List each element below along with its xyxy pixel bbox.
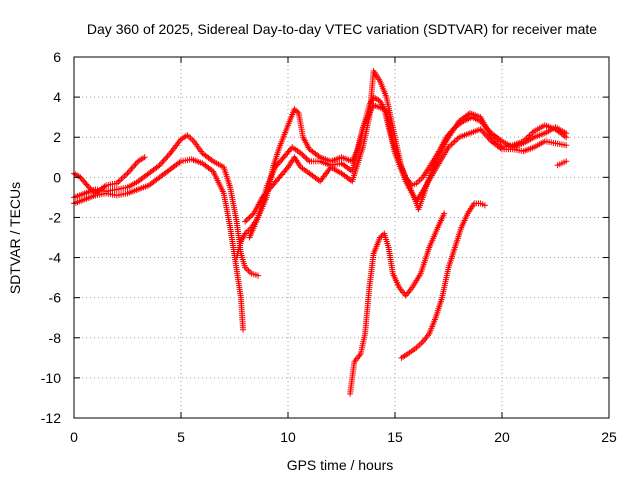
y-tick-label: 2 xyxy=(53,129,61,145)
y-tick-label: -6 xyxy=(49,290,62,306)
axis-ticks: 0 5 10 15 20 25 -12 -10 -8 -6 -4 -2 0 2 4 6 xyxy=(41,49,617,445)
data-point xyxy=(300,152,307,159)
data-point xyxy=(125,168,132,175)
data-point xyxy=(563,134,570,141)
data-point xyxy=(377,234,384,241)
data-point xyxy=(131,162,138,169)
y-tick-label: -12 xyxy=(41,410,61,426)
data-point xyxy=(161,156,168,163)
data-point xyxy=(127,167,134,174)
data-point xyxy=(240,326,247,333)
data-point xyxy=(303,155,310,162)
data-point xyxy=(122,171,129,178)
y-tick-label: 4 xyxy=(53,89,61,105)
data-point xyxy=(247,213,254,220)
y-tick-label: -4 xyxy=(49,250,62,266)
data-point xyxy=(481,202,488,209)
x-axis-label: GPS time / hours xyxy=(287,457,394,473)
data-point xyxy=(157,160,164,167)
data-point xyxy=(118,176,125,183)
data-point xyxy=(304,156,311,163)
data-point xyxy=(255,272,262,279)
x-tick-label: 5 xyxy=(177,429,185,445)
data-point xyxy=(291,106,298,113)
data-point xyxy=(243,217,250,224)
data-point xyxy=(116,177,123,184)
data-point xyxy=(563,142,570,149)
y-axis-label: SDTVAR / TECUs xyxy=(7,182,23,294)
data-point xyxy=(129,164,136,171)
y-tick-label: -10 xyxy=(41,370,61,386)
data-point xyxy=(378,233,385,240)
data-point xyxy=(163,154,170,161)
data-point xyxy=(450,139,457,146)
data-point xyxy=(132,161,139,168)
data-point xyxy=(246,214,253,221)
x-tick-label: 20 xyxy=(494,429,510,445)
data-point xyxy=(451,138,458,145)
data-point xyxy=(159,159,166,166)
data-point xyxy=(245,215,252,222)
y-tick-label: -2 xyxy=(49,209,62,225)
y-tick-label: 0 xyxy=(53,169,61,185)
grid-lines xyxy=(74,57,609,418)
data-point xyxy=(563,158,570,165)
data-point xyxy=(128,165,135,172)
data-point xyxy=(441,210,448,217)
x-tick-label: 15 xyxy=(387,429,403,445)
data-point xyxy=(164,153,171,160)
data-point xyxy=(141,154,148,161)
x-tick-label: 25 xyxy=(601,429,617,445)
data-point xyxy=(299,151,306,158)
data-point xyxy=(302,154,309,161)
y-tick-label: 6 xyxy=(53,49,61,65)
data-point xyxy=(283,165,290,172)
data-points xyxy=(71,68,570,397)
y-tick-label: -8 xyxy=(49,330,62,346)
data-point xyxy=(453,137,460,144)
data-point xyxy=(294,108,301,115)
data-point xyxy=(448,141,455,148)
data-point xyxy=(119,174,126,181)
chart-title: Day 360 of 2025, Sidereal Day-to-day VTE… xyxy=(87,21,597,37)
data-point xyxy=(121,173,128,180)
data-point xyxy=(292,107,299,114)
data-point xyxy=(84,182,91,189)
x-tick-label: 0 xyxy=(70,429,78,445)
data-point xyxy=(160,157,167,164)
x-tick-label: 10 xyxy=(280,429,296,445)
plot-frame xyxy=(73,56,610,419)
data-point xyxy=(242,218,249,225)
data-point xyxy=(124,170,131,177)
data-point xyxy=(297,150,304,157)
data-point xyxy=(249,211,256,218)
